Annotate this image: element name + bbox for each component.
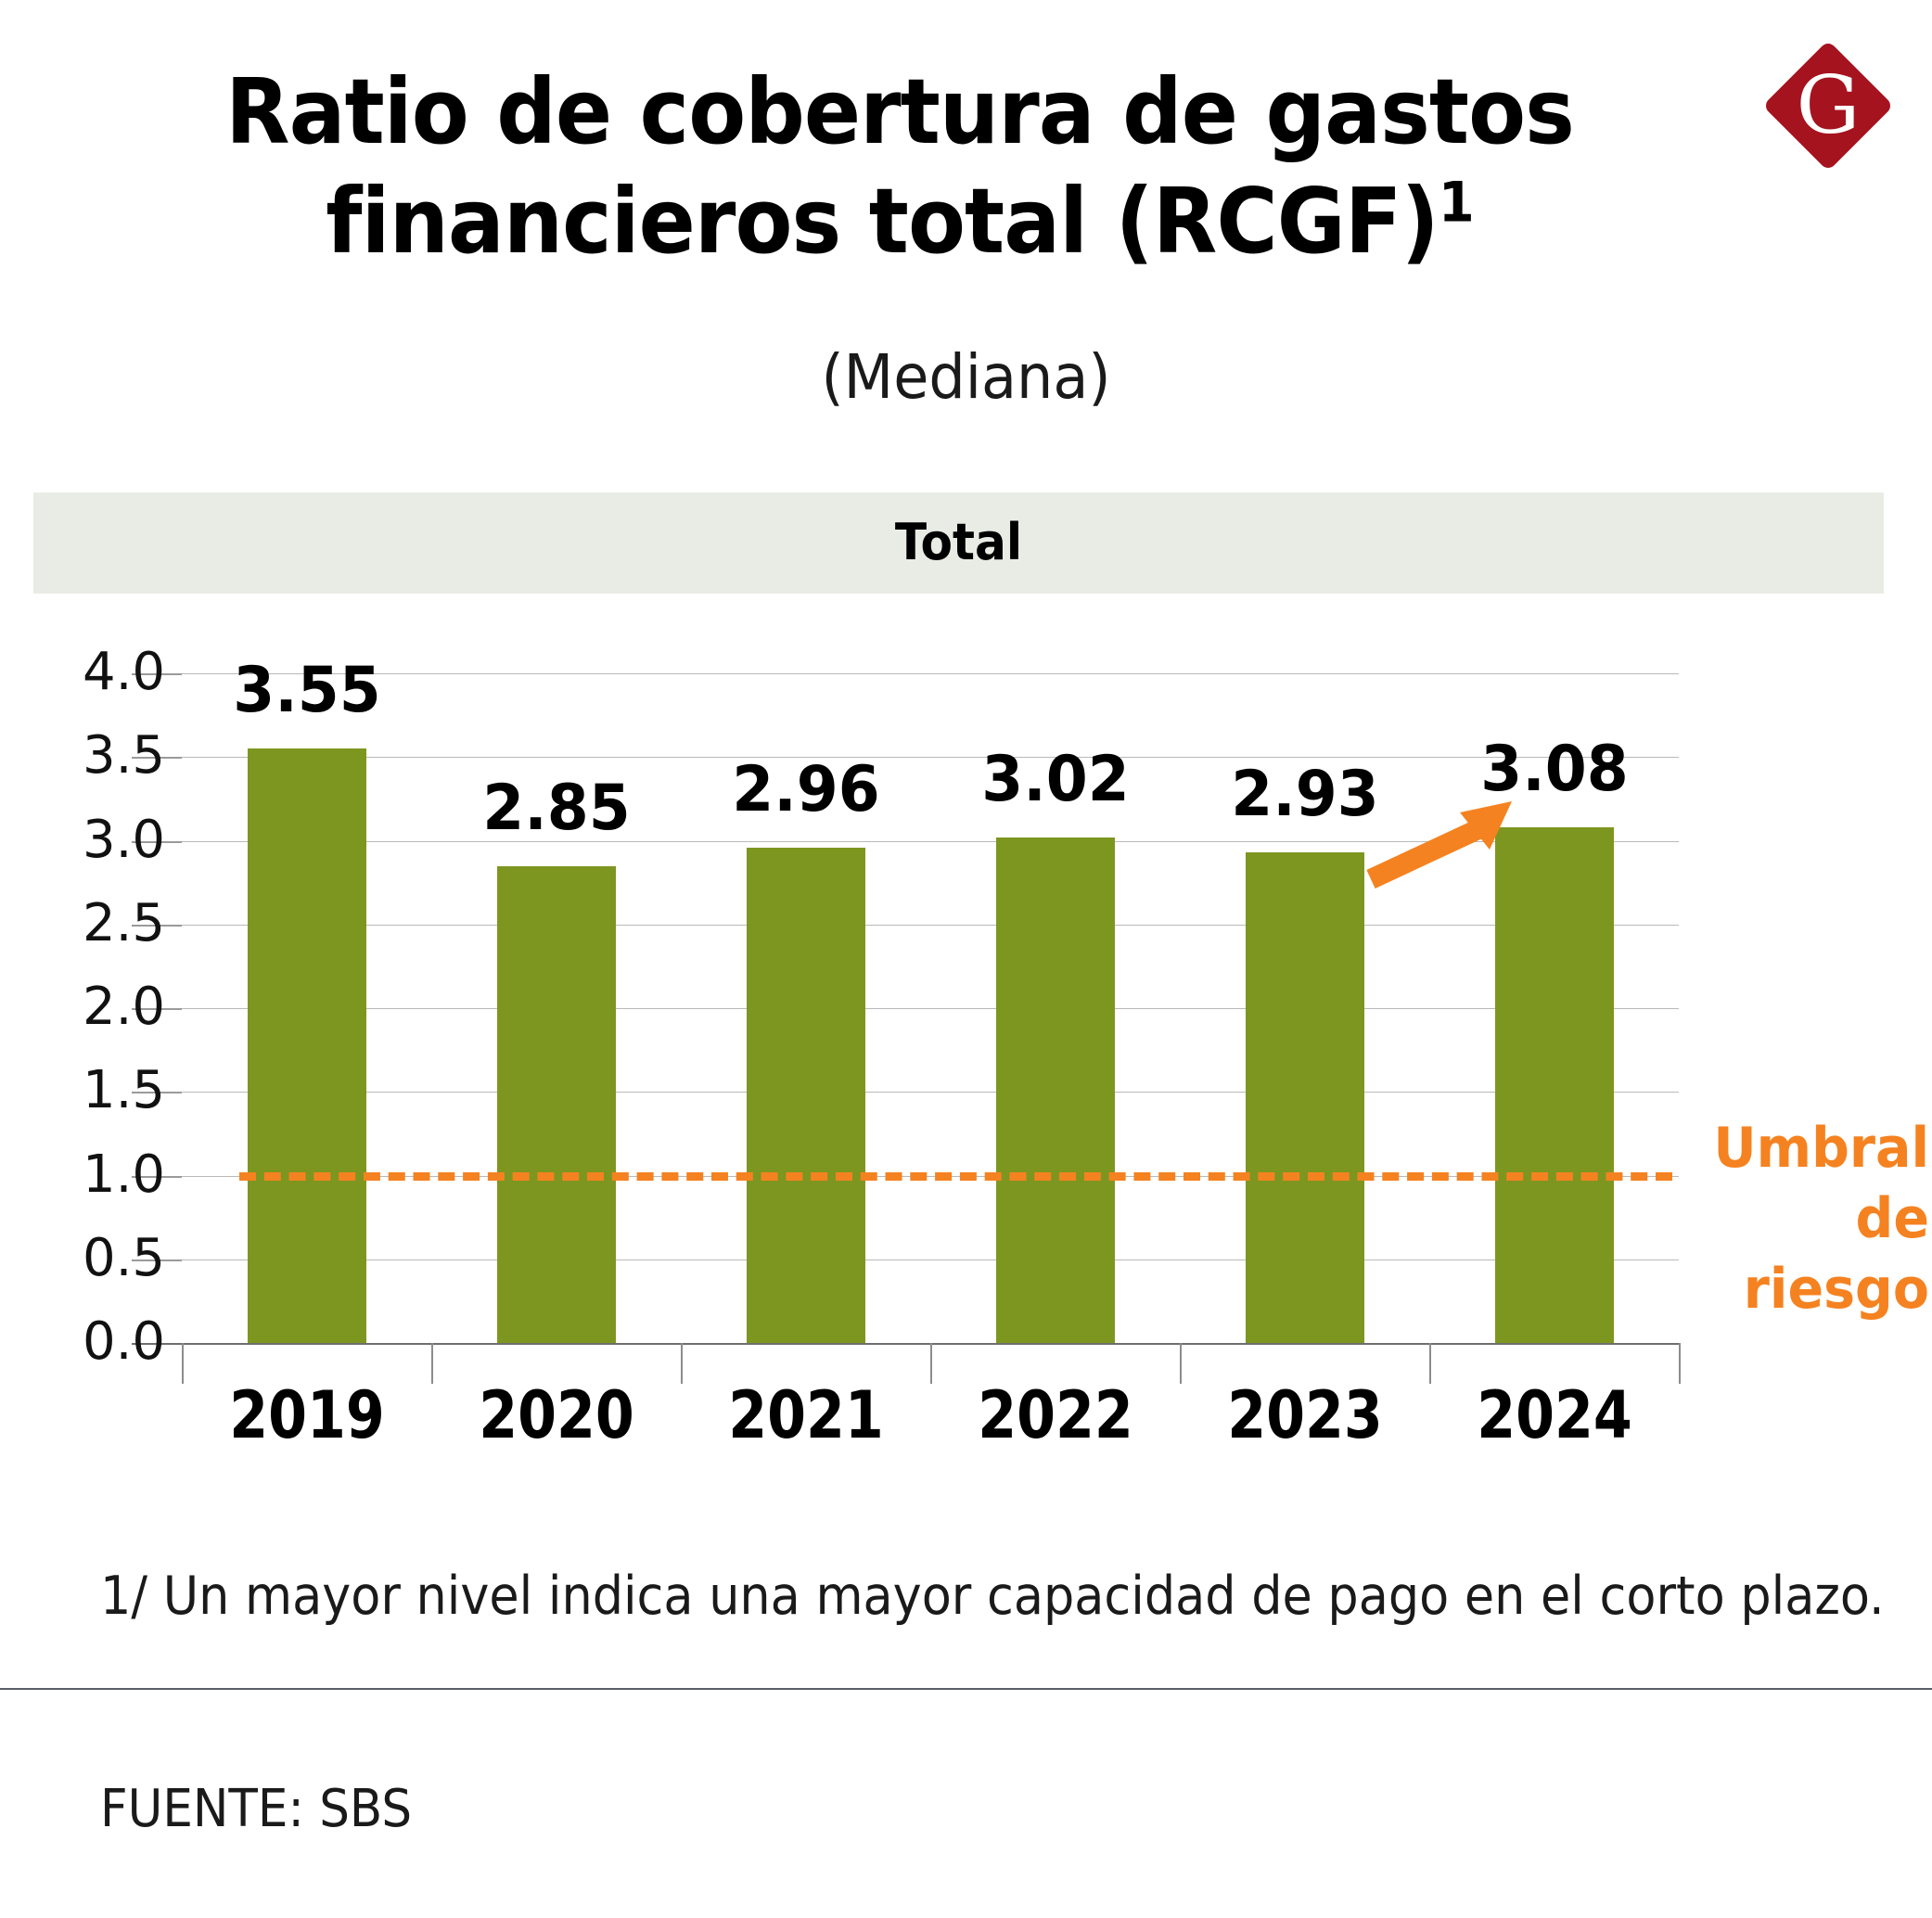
bar [1494,827,1614,1343]
x-axis-tick-mark [930,1343,932,1384]
gridline [182,1008,1679,1009]
gridline [182,924,1679,926]
bar-value-label: 3.02 [980,742,1130,816]
y-axis-tick-mark [132,1259,182,1261]
bar-value-label: 2.85 [481,771,631,845]
y-axis-tick-label: 2.0 [82,977,165,1037]
y-axis-tick-label: 3.5 [82,725,165,786]
bar-value-label: 3.08 [1479,733,1629,807]
chart-header: Ratio de cobertura de gastos financieros… [0,0,1932,464]
x-axis-tick-label: 2024 [1476,1377,1632,1453]
risk-threshold-line [239,1171,1672,1181]
y-axis-tick-mark [132,673,182,675]
panel-title: Total [894,513,1023,571]
bar-value-label: 2.93 [1230,758,1379,832]
y-axis-tick-mark [132,1175,182,1178]
panel-header-band: Total [33,492,1884,594]
x-axis-tick-label: 2021 [727,1377,884,1453]
y-axis-tick-mark [132,840,182,843]
y-axis-tick-mark [132,924,182,927]
threshold-label-line-1: Umbral [1713,1116,1929,1181]
y-axis-tick-label: 1.5 [82,1060,165,1121]
y-axis-tick-mark [132,1008,182,1010]
x-axis-tick-mark [1429,1343,1431,1384]
x-axis-tick-mark [1679,1343,1681,1384]
x-axis-tick-label: 2019 [228,1377,385,1453]
y-axis-tick-label: 4.0 [82,642,165,702]
gridline [182,840,1679,842]
bar [995,837,1115,1343]
logo-letter: G [1796,59,1861,152]
x-axis-tick-label: 2022 [977,1377,1133,1453]
footer-divider [0,1688,1932,1690]
y-axis-tick-mark [132,1092,182,1094]
title-superscript: 1 [1438,170,1475,236]
gridline [182,1092,1679,1093]
gridline [182,757,1679,759]
bar [247,748,366,1343]
gridline [182,673,1679,674]
threshold-label-line-2: de riesgo [1743,1186,1929,1322]
chart-subtitle: (Mediana) [821,341,1111,413]
y-axis-tick-label: 0.5 [82,1227,165,1288]
y-axis-tick-mark [132,757,182,760]
x-axis-tick-label: 2020 [478,1377,634,1453]
gestion-logo-icon: G [1762,40,1894,172]
x-axis-tick-mark [681,1343,683,1384]
bar [1245,852,1364,1343]
y-axis-tick-label: 2.5 [82,892,165,953]
risk-threshold-label: Umbral de riesgo [1657,1113,1929,1324]
y-axis-tick-label: 0.0 [82,1311,165,1372]
gridline [182,1259,1679,1260]
bar [496,865,616,1343]
x-axis-tick-label: 2023 [1226,1377,1383,1453]
x-axis-tick-mark [182,1343,184,1384]
y-axis-tick-label: 3.0 [82,809,165,870]
x-axis-line [132,1343,1679,1345]
chart-footnote: 1/ Un mayor nivel indica una mayor capac… [100,1566,1885,1627]
page-title: Ratio de cobertura de gastos financieros… [192,58,1606,276]
title-line-1: Ratio de cobertura de gastos [225,59,1575,164]
bar [746,847,865,1343]
upward-trend-arrow-icon [1363,779,1521,890]
title-line-2: financieros total (RCGF) [326,169,1439,274]
x-axis-tick-mark [431,1343,433,1384]
chart-source: FUENTE: SBS [100,1779,413,1839]
bar-value-label: 3.55 [232,654,381,728]
y-axis-tick-label: 1.0 [82,1144,165,1205]
bar-value-label: 2.96 [731,752,880,826]
x-axis-tick-mark [1180,1343,1182,1384]
